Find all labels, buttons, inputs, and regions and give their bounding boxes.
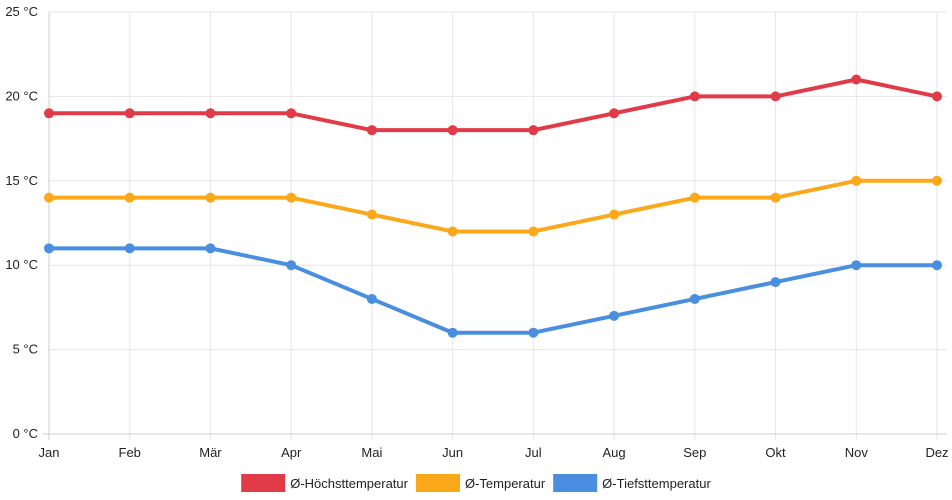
data-point[interactable] [689,91,700,102]
y-tick-label: 0 °C [13,426,38,441]
data-point[interactable] [528,226,539,237]
legend: Ø-Höchsttemperatur Ø-Temperatur Ø-Tiefstte… [241,474,711,492]
x-tick-label: Okt [765,445,786,460]
data-point[interactable] [124,192,135,203]
legend-item[interactable]: Ø-Temperatur [415,474,546,492]
data-point[interactable] [528,125,539,136]
data-point[interactable] [609,310,620,321]
x-tick-label: Mär [199,445,222,460]
y-tick-label: 15 °C [5,173,38,188]
x-tick-label: Jul [525,445,542,460]
data-point[interactable] [689,192,700,203]
x-tick-label: Mai [361,445,382,460]
data-point[interactable] [770,192,781,203]
y-tick-label: 20 °C [5,88,38,103]
legend-swatch [415,474,460,492]
data-point[interactable] [528,327,539,338]
data-point[interactable] [932,175,942,186]
legend-swatch [241,474,286,492]
legend-label: Ø-Temperatur [465,476,546,491]
series-3 [44,243,942,338]
data-point[interactable] [286,260,297,271]
data-point[interactable] [205,108,216,119]
x-tick-label: Nov [845,445,869,460]
x-tick-label: Jun [442,445,463,460]
series-line [47,77,939,133]
y-tick-label: 5 °C [13,342,38,357]
legend-swatch [553,474,598,492]
x-tick-label: Jan [39,445,60,460]
x-tick-label: Aug [603,445,626,460]
series-line [47,246,939,335]
legend-item[interactable]: Ø-Tiefsttemperatur [553,474,711,492]
data-point[interactable] [286,192,297,203]
data-point[interactable] [447,327,458,338]
data-point[interactable] [366,125,377,136]
data-point[interactable] [770,277,781,288]
data-point[interactable] [609,108,620,119]
data-point[interactable] [205,243,216,254]
series-line [47,178,939,234]
legend-label: Ø-Tiefsttemperatur [602,476,711,491]
x-tick-label: Sep [683,445,706,460]
x-tick-label: Dez [925,445,948,460]
x-tick-label: Feb [119,445,141,460]
data-point[interactable] [689,293,700,304]
data-point[interactable] [770,91,781,102]
data-point[interactable] [124,243,135,254]
data-point[interactable] [447,125,458,136]
data-point[interactable] [286,108,297,119]
legend-item[interactable]: Ø-Höchsttemperatur [241,474,409,492]
data-point[interactable] [44,243,54,254]
series-1 [44,74,942,136]
y-axis-ticks: 0 °C 5 °C 10 °C 15 °C 20 °C 25 °C [5,4,38,441]
data-point[interactable] [932,260,942,271]
data-point[interactable] [447,226,458,237]
y-tick-label: 25 °C [5,4,38,19]
data-point[interactable] [44,192,54,203]
data-point[interactable] [851,260,862,271]
data-point[interactable] [44,108,54,119]
data-point[interactable] [932,91,942,102]
x-tick-label: Apr [281,445,302,460]
data-point[interactable] [205,192,216,203]
series [44,74,942,338]
x-axis-ticks: Jan Feb Mär Apr Mai Jun Jul Aug Sep Okt Nov Dez [39,445,949,460]
data-point[interactable] [851,175,862,186]
data-point[interactable] [124,108,135,119]
axes [43,12,947,440]
data-point[interactable] [851,74,862,85]
legend-label: Ø-Höchsttemperatur [290,476,408,491]
series-2 [44,175,942,237]
y-tick-label: 10 °C [5,257,38,272]
grid [49,11,947,440]
data-point[interactable] [366,209,377,220]
data-point[interactable] [609,209,620,220]
data-point[interactable] [366,293,377,304]
